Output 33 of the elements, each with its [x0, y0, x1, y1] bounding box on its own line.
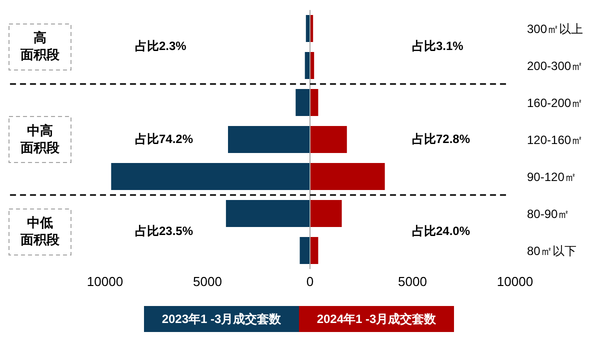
- y-tick-label: 80-90㎡: [527, 206, 570, 221]
- annotation: 占比23.5%: [135, 223, 194, 240]
- x-tick-label: 10000: [496, 274, 534, 290]
- text: 中低面积段: [20, 214, 60, 248]
- y-tick-label: 80㎡以下: [527, 244, 576, 258]
- y-tick-label: 90-120㎡: [527, 170, 576, 184]
- bar: [111, 163, 310, 190]
- bar: [228, 126, 310, 153]
- x-tick-label: 10000: [86, 274, 124, 290]
- y-tick-label: 300㎡以上: [527, 22, 584, 36]
- bar: [310, 126, 347, 153]
- bar: [310, 89, 318, 116]
- bar: [226, 200, 310, 227]
- annotation: 占比24.0%: [412, 223, 470, 240]
- x-tick-label: 5000: [193, 274, 222, 290]
- bar: [310, 237, 318, 264]
- text: 2023年1 -3月成交套数: [144, 306, 299, 332]
- x-tick-label: 0: [306, 274, 314, 290]
- bar: [296, 89, 310, 116]
- bar: [310, 200, 342, 227]
- text: 高面积段: [20, 29, 60, 63]
- bar: [310, 163, 385, 190]
- annotation: 占比2.3%: [135, 38, 186, 55]
- text: 2024年1 -3月成交套数: [299, 306, 454, 332]
- annotation: 占比72.8%: [412, 130, 470, 148]
- y-tick-label: 200-300㎡: [527, 58, 584, 73]
- y-tick-label: 160-200㎡: [527, 96, 584, 110]
- x-tick-label: 5000: [398, 274, 427, 290]
- annotation: 占比74.2%: [135, 130, 194, 148]
- y-tick-label: 120-160㎡: [527, 132, 584, 147]
- bar: [300, 237, 310, 264]
- text: 中高面积段: [20, 122, 60, 156]
- annotation: 占比3.1%: [412, 38, 464, 55]
